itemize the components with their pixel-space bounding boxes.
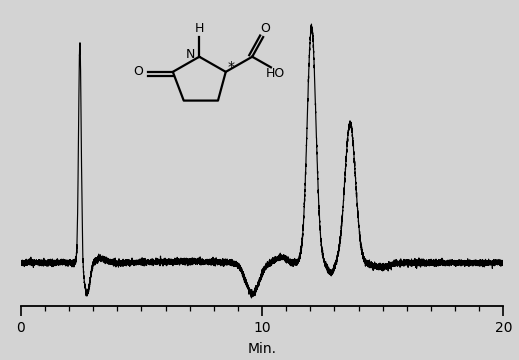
Text: H: H [195,22,204,35]
Text: O: O [133,66,144,78]
Text: HO: HO [266,67,285,80]
Text: O: O [260,22,270,35]
X-axis label: Min.: Min. [248,342,277,356]
Text: N: N [186,48,196,61]
Text: *: * [228,59,235,73]
